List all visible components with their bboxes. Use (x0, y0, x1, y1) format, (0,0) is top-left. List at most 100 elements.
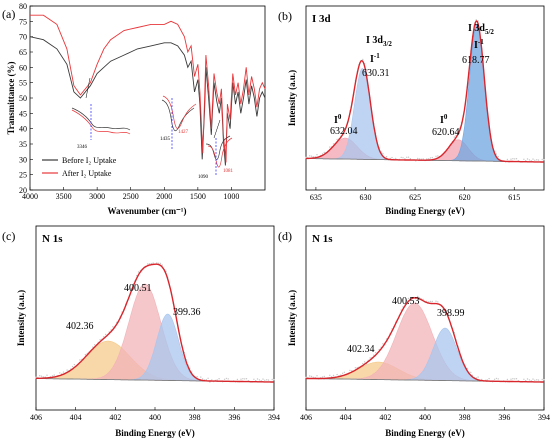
b-envelope-line (306, 20, 544, 163)
d-raw-point (471, 374, 474, 377)
a-ytick-label: 40 (19, 125, 27, 134)
b-i3d32-sub: 3/2 (383, 40, 392, 48)
panel-b-plot: 635 630 625 620 615 (305, 19, 545, 202)
d-raw-point (431, 300, 433, 303)
series-after-line (30, 14, 266, 163)
d-raw-point (437, 301, 439, 303)
d-envelope-line (306, 297, 544, 383)
a-ytick-label: 20 (19, 186, 27, 195)
d-raw-point (332, 374, 335, 377)
b-xtick-label: 615 (508, 193, 520, 202)
a-xtick-label: 1000 (223, 192, 239, 201)
c-raw-point (53, 374, 55, 376)
c-xtick-label: 402 (109, 413, 121, 422)
d-raw-point (512, 378, 514, 380)
panel-c-annotations: 402.36 400.51 399.36 (66, 283, 201, 332)
c-raw-point (253, 378, 255, 380)
d-xtick-label: 404 (340, 413, 352, 422)
panel-a-inset-1090: 1090 1081 (198, 119, 234, 180)
d-raw-point (526, 378, 529, 380)
panel-a-xlabel: Wavenumber (cm⁻¹) (107, 206, 186, 216)
c-raw-point (148, 263, 151, 265)
c-xtick-label: 394 (268, 413, 280, 422)
d-raw-point (309, 375, 311, 377)
b-raw-point (514, 158, 516, 160)
panel-d-plot: 406 404 402 400 398 396 394 (300, 295, 550, 422)
legend-before-label: Before I₂ Uptake (62, 156, 117, 165)
c-raw-point (267, 379, 270, 381)
d-raw-point (343, 371, 346, 373)
c-raw-point (99, 339, 101, 341)
a-ytick-label: 35 (19, 140, 27, 149)
c-raw-point (71, 365, 74, 368)
b-raw-point (400, 156, 402, 159)
a-ytick-label: 60 (19, 63, 27, 72)
c-xtick-label: 406 (30, 413, 42, 422)
c-raw-point (40, 375, 43, 377)
b-raw-point (395, 157, 397, 160)
b-xtick-label: 630 (360, 193, 372, 202)
b-raw-point (310, 155, 313, 157)
c-value-402: 402.36 (66, 321, 94, 332)
a-ytick-label: 80 (19, 2, 27, 11)
b-i3d52-sub: 5/2 (485, 28, 494, 36)
panel-a-inset-1435: 1435 1427 (160, 95, 197, 150)
c-raw-point (207, 377, 209, 379)
c-raw-point (271, 378, 273, 381)
b-raw-point (382, 152, 384, 155)
panel-c-plot: 406 404 402 400 398 396 394 (30, 262, 280, 422)
b-raw-point (506, 158, 509, 161)
panel-d-annotations: 402.34 400.53 398.99 (347, 296, 465, 355)
b-raw-point (495, 153, 498, 155)
b-raw-point (523, 158, 525, 160)
panel-b-ylabel: Intensity (a.u.) (287, 70, 297, 126)
panel-c-xlabel: Binding Energy (eV) (115, 428, 195, 438)
inset-1090-label: 1090 (198, 175, 209, 180)
b-raw-point (402, 157, 404, 159)
d-value-402: 402.34 (347, 344, 375, 355)
panel-c-ylabel: Intensity (a.u.) (16, 290, 26, 346)
d-raw-point (506, 378, 509, 381)
c-raw-point (205, 378, 207, 381)
d-raw-point (435, 300, 437, 302)
b-raw-point (332, 143, 335, 145)
a-xtick-label: 3000 (89, 192, 105, 201)
d-raw-point (429, 300, 432, 303)
d-xtick-label: 394 (538, 413, 550, 422)
b-iminus-1-main: I (370, 54, 374, 65)
c-raw-point (62, 371, 65, 373)
d-raw-point (541, 378, 543, 381)
c-raw-point (201, 378, 204, 380)
b-raw-point (537, 159, 540, 161)
a-ytick-label: 50 (19, 94, 27, 103)
b-i0-2-main: I (440, 115, 444, 126)
c-raw-point (84, 353, 87, 356)
b-raw-point (321, 153, 324, 155)
b-raw-point (510, 158, 512, 160)
b-raw-point (404, 158, 406, 160)
b-i3d52-main: I 3d (468, 23, 485, 34)
b-raw-point (512, 158, 514, 160)
b-raw-point (309, 155, 311, 157)
panel-b-frame (305, 5, 545, 191)
b-value-620: 620.64 (432, 127, 460, 138)
d-raw-point (537, 379, 540, 381)
b-iminus-2-main: I (474, 40, 478, 51)
b-raw-point (543, 159, 545, 161)
panel-d-ylabel: Intensity (a.u.) (287, 290, 297, 346)
d-raw-point (510, 378, 512, 380)
d-raw-point (488, 377, 490, 380)
inset-3346-before-line (71, 107, 131, 131)
c-raw-point (147, 263, 149, 265)
c-raw-point (236, 378, 239, 381)
d-raw-point (406, 300, 408, 302)
panel-d-xlabel: Binding Energy (eV) (385, 428, 465, 438)
b-xtick-label: 625 (409, 193, 421, 202)
d-raw-point (428, 301, 430, 303)
b-raw-point (409, 158, 412, 160)
d-raw-point (373, 354, 375, 356)
c-raw-point (42, 376, 44, 378)
d-raw-point (534, 379, 536, 381)
inset-3346-after-line (71, 109, 131, 135)
inset-1081-label: 1081 (223, 169, 234, 174)
